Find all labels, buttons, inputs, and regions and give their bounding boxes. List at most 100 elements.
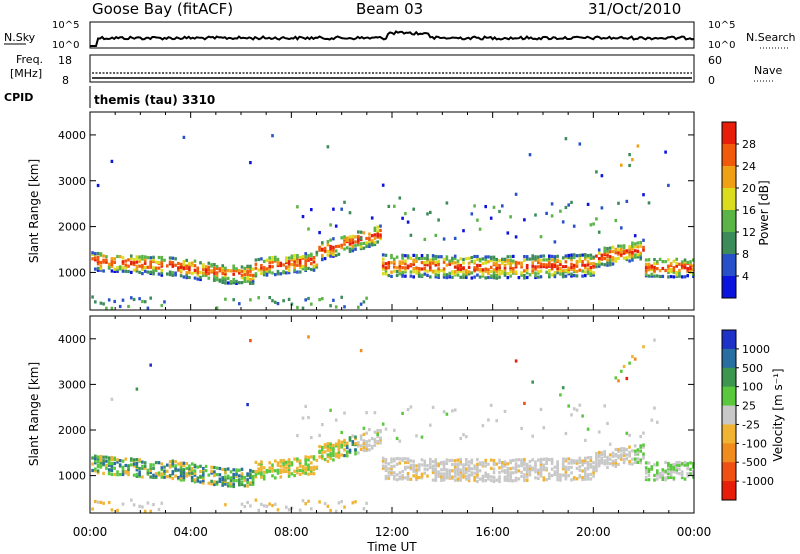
scatter-cell — [589, 456, 593, 460]
scatter-cell — [152, 475, 155, 479]
scatter-cell — [290, 461, 294, 465]
scatter-cell — [525, 271, 529, 275]
scatter-cell — [138, 466, 141, 471]
scatter-cell — [672, 470, 676, 474]
scatter-cell — [523, 466, 526, 470]
scatter-cell — [456, 269, 460, 273]
scatter-cell — [556, 465, 559, 469]
scatter-cell — [501, 204, 504, 208]
scatter-cell — [431, 466, 435, 470]
scatter-cell — [246, 279, 249, 283]
scatter-cell — [675, 463, 678, 467]
scatter-cell — [628, 253, 631, 257]
scatter-cell — [650, 268, 654, 272]
scatter-cell — [484, 458, 487, 462]
scatter-cell — [667, 275, 670, 279]
scatter-cell — [105, 255, 108, 259]
scatter-cell — [592, 255, 595, 259]
scatter-cell — [379, 235, 382, 239]
scatter-cell — [539, 275, 543, 279]
scatter-cell — [398, 461, 402, 465]
scatter-cell — [221, 478, 224, 482]
scatter-cell — [467, 270, 471, 274]
scatter-cell — [553, 271, 557, 275]
scatter-cell — [276, 269, 280, 274]
scatter-cell — [262, 259, 266, 263]
scatter-cell — [304, 263, 307, 267]
scatter-cell — [561, 473, 565, 477]
scatter-cell — [420, 474, 424, 478]
scatter-cell — [207, 481, 211, 485]
beam-title: Beam 03 — [356, 0, 423, 18]
scatter-cell — [467, 475, 471, 479]
scatter-cell — [160, 258, 164, 262]
scatter-cell — [683, 275, 687, 279]
scatter-cell — [437, 267, 440, 271]
scatter-cell — [512, 466, 515, 470]
scatter-cell — [348, 211, 352, 215]
scatter-cell — [271, 463, 274, 467]
scatter-cell — [160, 273, 164, 277]
scatter-cell — [603, 459, 606, 463]
scatter-cell — [672, 476, 676, 480]
scatter-cell — [138, 470, 141, 474]
scatter-cell — [276, 468, 280, 472]
scatter-cell — [495, 274, 498, 278]
scatter-cell — [503, 273, 507, 277]
scatter-cell — [503, 257, 507, 261]
scatter-cell — [625, 249, 629, 253]
scatter-cell — [296, 457, 299, 461]
scatter-cell — [404, 457, 407, 461]
scatter-cell — [523, 457, 526, 462]
scatter-cell — [639, 251, 642, 255]
scatter-cell — [658, 257, 662, 261]
scatter-cell — [595, 458, 598, 462]
scatter-cell — [495, 262, 498, 266]
scatter-cell — [570, 478, 573, 482]
colorbar-swatch — [722, 210, 736, 233]
scatter-cell — [512, 259, 515, 263]
scatter-cell — [154, 474, 158, 478]
scatter-cell — [442, 275, 446, 279]
scatter-cell — [132, 297, 136, 302]
scatter-cell — [467, 265, 471, 269]
scatter-cell — [124, 259, 128, 263]
scatter-cell — [334, 253, 338, 258]
scatter-cell — [658, 274, 662, 279]
scatter-cell — [689, 472, 692, 476]
scatter-cell — [556, 271, 559, 275]
scatter-cell — [545, 466, 548, 470]
scatter-cell — [199, 464, 202, 468]
scatter-cell — [537, 471, 540, 475]
scatter-cell — [584, 438, 587, 442]
scatter-cell — [152, 503, 155, 507]
scatter-cell — [370, 444, 374, 449]
scatter-cell — [210, 479, 213, 483]
scatter-cell — [495, 265, 498, 269]
scatter-cell — [329, 456, 332, 460]
scatter-cell — [470, 458, 474, 462]
scatter-cell — [99, 301, 103, 305]
scatter-cell — [572, 265, 576, 269]
scatter-cell — [110, 458, 114, 462]
scatter-cell — [384, 474, 388, 478]
scatter-cell — [534, 476, 537, 480]
scatter-cell — [525, 470, 529, 474]
scatter-cell — [406, 472, 410, 476]
scatter-cell — [675, 273, 678, 277]
scatter-cell — [343, 242, 346, 246]
scatter-cell — [636, 457, 640, 461]
scatter-cell — [334, 442, 338, 446]
scatter-cell — [465, 458, 468, 462]
scatter-cell — [597, 450, 601, 455]
scatter-cell — [163, 300, 166, 304]
scatter-cell — [537, 258, 540, 262]
scatter-cell — [166, 463, 169, 467]
scatter-cell — [501, 259, 504, 264]
scatter-cell — [315, 265, 319, 269]
scatter-cell — [550, 461, 554, 465]
scatter-cell — [146, 468, 150, 472]
scatter-cell — [537, 271, 540, 275]
scatter-cell — [401, 216, 404, 220]
scatter-cell — [124, 457, 128, 461]
